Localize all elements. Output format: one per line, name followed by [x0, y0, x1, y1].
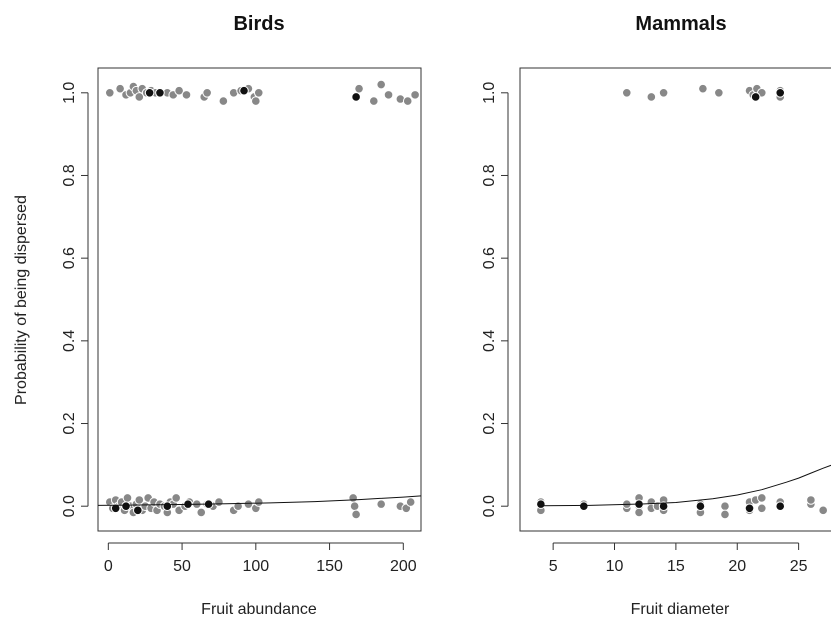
birds-y-tick-label: 0.8 [61, 164, 78, 186]
birds-point [174, 85, 184, 96]
birds-point [348, 493, 358, 503]
birds-x-tick-label: 150 [316, 558, 343, 575]
birds-point [405, 497, 416, 507]
birds-point-dark [239, 85, 249, 96]
mammals-x-tick-label: 25 [790, 558, 808, 575]
birds-point [376, 79, 386, 90]
birds-point-dark [162, 501, 173, 511]
birds-point [402, 96, 413, 106]
birds-fitted-curve [97, 495, 422, 506]
birds-y-tick-label: 0.6 [61, 247, 78, 269]
mammals-point-dark [750, 92, 761, 102]
birds-point [196, 507, 207, 518]
mammals-plot-frame [519, 67, 831, 532]
birds-x-tick-label: 0 [104, 558, 113, 575]
birds-point [351, 509, 361, 520]
mammals-y-tick-label: 0.2 [481, 412, 498, 434]
mammals-point-dark [775, 501, 786, 511]
mammals-point-dark [775, 88, 786, 98]
birds-title: Birds [233, 13, 284, 35]
mammals-fitted-curve [540, 464, 831, 507]
mammals-point [698, 83, 708, 94]
birds-point [202, 88, 212, 98]
birds-point [253, 497, 264, 507]
birds-point-dark [121, 501, 131, 511]
mammals-point-dark [695, 501, 706, 511]
birds-x-axis: 0 50 100 150 200 [104, 542, 417, 575]
mammals-title: Mammals [635, 13, 726, 35]
mammals-x-tick-label: 15 [667, 558, 685, 575]
birds-point [233, 501, 243, 511]
mammals-point [757, 493, 767, 503]
mammals-point [757, 503, 767, 514]
birds-point [349, 501, 360, 511]
mammals-point-dark [744, 503, 755, 514]
mammals-x-tick-label: 20 [728, 558, 746, 575]
birds-point [410, 90, 420, 100]
mammals-point [806, 495, 816, 505]
mammals-y-axis: 0.0 0.2 0.4 0.6 0.8 1.0 [481, 82, 509, 517]
birds-y-tick-label: 1.0 [61, 82, 78, 104]
birds-point [104, 88, 115, 98]
birds-x-tick-label: 100 [242, 558, 269, 575]
mammals-point [658, 88, 669, 98]
birds-x-axis-label: Fruit abundance [201, 601, 317, 618]
birds-point [214, 497, 224, 507]
birds-point-dark [110, 503, 121, 514]
mammals-y-tick-label: 0.0 [481, 495, 498, 517]
birds-point [383, 90, 394, 100]
mammals-marks [536, 83, 831, 520]
birds-y-axis: 0.0 0.2 0.4 0.6 0.8 1.0 [61, 82, 89, 517]
mammals-x-tick-label: 5 [549, 558, 558, 575]
birds-point [369, 96, 379, 106]
birds-point [171, 493, 181, 503]
mammals-x-axis: 5 10 15 20 25 [549, 542, 808, 575]
birds-point-dark [351, 92, 361, 102]
mammals-point [634, 507, 644, 518]
birds-point [218, 96, 229, 106]
birds-y-tick-label: 0.4 [61, 330, 78, 352]
birds-plot-frame [97, 67, 422, 532]
birds-point [251, 96, 261, 106]
birds-point [354, 83, 364, 94]
mammals-y-tick-label: 1.0 [481, 82, 498, 104]
mammals-point [720, 501, 730, 511]
birds-point [376, 499, 386, 509]
birds-point-dark [133, 505, 143, 516]
mammals-x-axis-label: Fruit diameter [631, 601, 730, 618]
birds-point [122, 493, 133, 503]
birds-point [134, 92, 145, 102]
birds-point-dark [155, 88, 165, 98]
birds-point [134, 495, 145, 505]
mammals-panel: Mammals 5 10 15 20 25 0.0 0.2 0.4 0.6 0.8 1.0 Fru… [481, 13, 831, 618]
y-axis-label: Probability of being dispersed [13, 195, 30, 405]
mammals-point [621, 88, 632, 98]
birds-point-dark [144, 88, 155, 98]
birds-point [253, 88, 264, 98]
mammals-point [720, 509, 730, 520]
mammals-point-dark [536, 499, 546, 509]
birds-marks [97, 79, 422, 520]
mammals-x-tick-label: 10 [606, 558, 624, 575]
mammals-point [714, 88, 724, 98]
mammals-y-tick-label: 0.6 [481, 247, 498, 269]
birds-point [243, 499, 254, 509]
birds-x-tick-label: 200 [390, 558, 417, 575]
birds-y-tick-label: 0.2 [61, 412, 78, 434]
mammals-point-dark [658, 501, 669, 511]
mammals-point-dark [579, 501, 589, 511]
mammals-y-tick-label: 0.4 [481, 330, 498, 352]
mammals-point [646, 92, 657, 102]
birds-y-tick-label: 0.0 [61, 495, 78, 517]
birds-point [181, 90, 192, 100]
birds-panel: Birds 0 50 100 150 200 0.0 0.2 0.4 0.6 0.8 1.0 Fr… [13, 13, 422, 618]
mammals-point [818, 505, 828, 516]
birds-x-tick-label: 50 [173, 558, 191, 575]
birds-point [115, 83, 125, 94]
mammals-y-tick-label: 0.8 [481, 164, 498, 186]
